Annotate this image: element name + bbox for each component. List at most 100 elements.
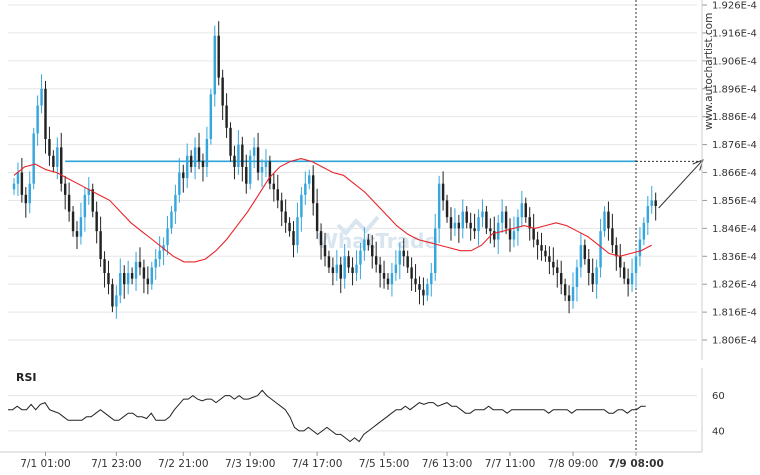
candle-body [335, 264, 339, 274]
candle-body [607, 211, 610, 229]
moving-average [13, 158, 652, 263]
candle-body [500, 211, 504, 223]
time-tick-label: 7/9 08:00 [608, 458, 664, 470]
price-tick-label: 1.846E-4 [712, 224, 757, 235]
rsi-panel: RSI 60 40 [8, 368, 725, 452]
candle-body [225, 105, 228, 128]
candle-body [473, 228, 476, 232]
candle-body [536, 239, 539, 246]
candle-body [71, 211, 75, 232]
candle-body [339, 264, 342, 279]
candle-body [552, 261, 555, 268]
candle-body [103, 259, 106, 274]
candle-body [189, 155, 193, 167]
rsi-line [8, 389, 646, 443]
candle-body [209, 94, 213, 140]
candle-body [130, 273, 134, 279]
candle-body [654, 200, 657, 207]
candle-body [496, 222, 500, 240]
candle-body [394, 264, 398, 274]
candle-body [48, 139, 51, 156]
candle-body [296, 217, 299, 246]
price-tick-label: 1.916E-4 [712, 28, 757, 39]
candle-body [626, 278, 630, 285]
candle-body [615, 245, 618, 257]
resistance-level [65, 0, 702, 452]
candle-body [44, 88, 47, 140]
price-tick-label: 1.826E-4 [712, 280, 757, 291]
candle-body [205, 139, 209, 167]
candle-body [40, 88, 43, 106]
price-tick-label: 1.856E-4 [712, 196, 757, 207]
candle-body [142, 267, 146, 279]
candle-body [556, 267, 559, 274]
candle-body [12, 183, 16, 190]
candle-body [67, 194, 71, 212]
candle-body [528, 217, 531, 229]
candle-body [567, 295, 571, 301]
time-tick-label: 7/5 15:00 [359, 458, 410, 470]
candle-body [382, 273, 386, 279]
candle-body [430, 273, 433, 285]
candle-body [603, 211, 606, 232]
candle-body [83, 194, 87, 218]
rsi-label: RSI [16, 371, 37, 384]
candle-body [75, 231, 79, 237]
candle-body [28, 183, 31, 204]
candle-body [532, 228, 535, 240]
time-tick-label: 7/2 21:00 [158, 458, 209, 470]
candle-body [237, 144, 240, 167]
candle-body [24, 194, 28, 204]
candle-body [170, 211, 173, 229]
candle-body [355, 264, 358, 274]
candle-body [595, 267, 598, 285]
candle-body [638, 239, 642, 257]
candle-body [481, 211, 484, 218]
candle-body [241, 144, 244, 167]
time-tick-label: 7/1 01:00 [20, 458, 71, 470]
candle-body [642, 222, 646, 240]
candle-body [126, 273, 130, 285]
forecast-arrow [658, 159, 704, 209]
candle-body [583, 245, 587, 260]
candle-body [20, 172, 24, 195]
candle-body [260, 166, 264, 173]
candle-body [363, 239, 366, 251]
candle-body [268, 161, 272, 184]
candle-body [99, 231, 102, 260]
candle-body [489, 228, 492, 232]
candle-body [426, 284, 429, 296]
candle-body [178, 172, 181, 195]
candle-body [619, 256, 622, 268]
candle-body [359, 250, 362, 265]
candle-body [221, 77, 224, 106]
candle-body [166, 228, 169, 246]
candle-body [233, 155, 236, 167]
candle-body [378, 264, 382, 274]
time-tick-label: 7/3 19:00 [225, 458, 276, 470]
candle-body [229, 127, 232, 156]
candle-body [469, 222, 472, 229]
candle-body [540, 245, 543, 251]
candle-body [402, 250, 405, 257]
candle-body [465, 211, 468, 223]
time-axis: 7/1 01:00 7/1 23:00 7/2 21:00 7/3 19:00 7/4 … [0, 451, 702, 470]
candle-body [630, 273, 634, 285]
candle-body [60, 147, 63, 184]
candle-body [146, 278, 150, 285]
candle-body [445, 200, 449, 218]
candle-body [347, 256, 350, 268]
candle-body [504, 211, 508, 229]
candle-body [201, 161, 205, 167]
candle-body [599, 231, 602, 268]
candle-body [524, 203, 527, 218]
candle-body [300, 194, 303, 218]
candle-body [264, 161, 268, 167]
forecast-arrow-head [692, 159, 704, 171]
candle-body [591, 273, 594, 285]
candle-body [548, 256, 551, 262]
candle-body [622, 267, 626, 279]
candle-body [414, 278, 417, 285]
candle-body [398, 250, 402, 265]
